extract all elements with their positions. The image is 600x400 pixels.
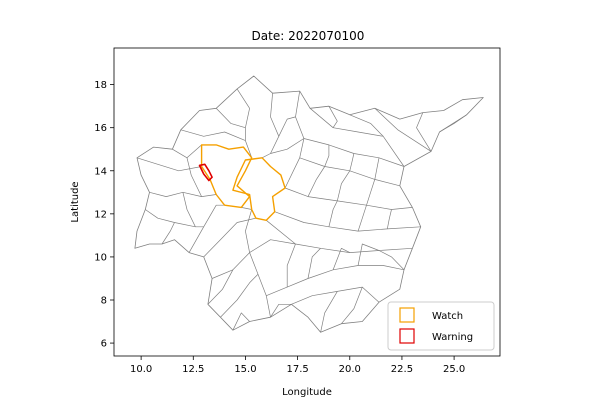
subbasin-boundary [324,144,330,167]
legend-watch-label: Watch [432,311,463,322]
warning-region [198,163,213,182]
subbasin-boundary [161,222,175,245]
x-tick-label: 17.5 [286,364,308,375]
subbasin-boundary [245,209,271,318]
legend: Watch Warning [387,301,495,351]
subbasin-boundary [207,269,234,305]
x-tick-label: 15.0 [234,364,256,375]
subbasin-boundary [203,217,256,258]
subbasin-boundary [349,114,384,137]
y-tick-label: 8 [101,296,107,307]
map-title: Date: 2022070100 [252,29,365,43]
basin-boundary [134,75,484,333]
subbasin-boundary [307,166,325,197]
subbasin-boundary [357,205,367,232]
subbasin-boundary [180,129,253,158]
subbasin-boundary [366,179,376,206]
subbasin-boundary [374,157,380,180]
subbasin-boundary [349,153,355,171]
subbasin-boundary [341,286,363,324]
y-tick-label: 12 [94,209,107,220]
subbasin-boundary [286,243,296,288]
subbasin-boundary [284,187,413,210]
subbasin-boundary [241,207,252,210]
subbasin-boundary [332,247,350,270]
subbasin-boundary [309,108,405,167]
subbasin-boundary [328,106,338,128]
subbasin-boundary [336,170,351,201]
x-tick-label: 20.0 [339,364,361,375]
legend-warning-label: Warning [432,332,473,343]
subbasin-layer [136,88,467,333]
subbasin-boundary [211,239,296,279]
subbasin-boundary [270,138,305,154]
y-tick-label: 18 [94,80,107,91]
subbasin-boundary [232,312,250,331]
subbasin-boundary [307,248,321,279]
subbasin-boundary [188,204,225,253]
subbasin-boundary [357,243,380,266]
x-tick-label: 10.0 [130,364,152,375]
legend-warning-swatch [399,328,415,344]
x-tick-label: 25.0 [443,364,465,375]
y-tick-label: 10 [94,252,107,263]
x-axis-ticks: 10.0 12.5 15.0 17.5 20.0 22.5 25.0 [130,356,465,375]
subbasin-boundary [236,88,250,141]
warning-region-layer [198,163,213,182]
subbasin-boundary [378,250,405,271]
subbasin-boundary [215,108,246,129]
x-tick-label: 22.5 [391,364,413,375]
y-axis-ticks: 6 8 10 12 14 16 18 [94,80,114,350]
subbasin-boundary [374,108,432,152]
basin-outline-layer [134,75,484,333]
subbasin-boundary [278,116,296,137]
subbasin-boundary [270,303,292,318]
watch-region-layer [200,144,286,222]
watch-region [200,144,253,209]
subbasin-boundary [136,157,202,172]
watch-region [232,157,286,222]
legend-watch-swatch [399,307,415,323]
subbasin-boundary [186,157,202,197]
y-tick-label: 16 [94,123,107,134]
subbasin-boundary [266,220,413,253]
subbasin-boundary [386,209,392,229]
subbasin-boundary [182,192,196,227]
y-axis-label: Latitude [70,181,81,222]
subbasin-boundary [416,112,432,152]
subbasin-boundary [328,200,338,227]
subbasin-boundary [320,291,338,333]
subbasin-boundary [274,211,421,232]
y-tick-label: 14 [94,166,107,177]
y-tick-label: 6 [101,339,107,350]
subbasin-boundary [220,273,259,318]
x-axis-label: Longitude [282,387,332,398]
x-tick-label: 12.5 [182,364,204,375]
